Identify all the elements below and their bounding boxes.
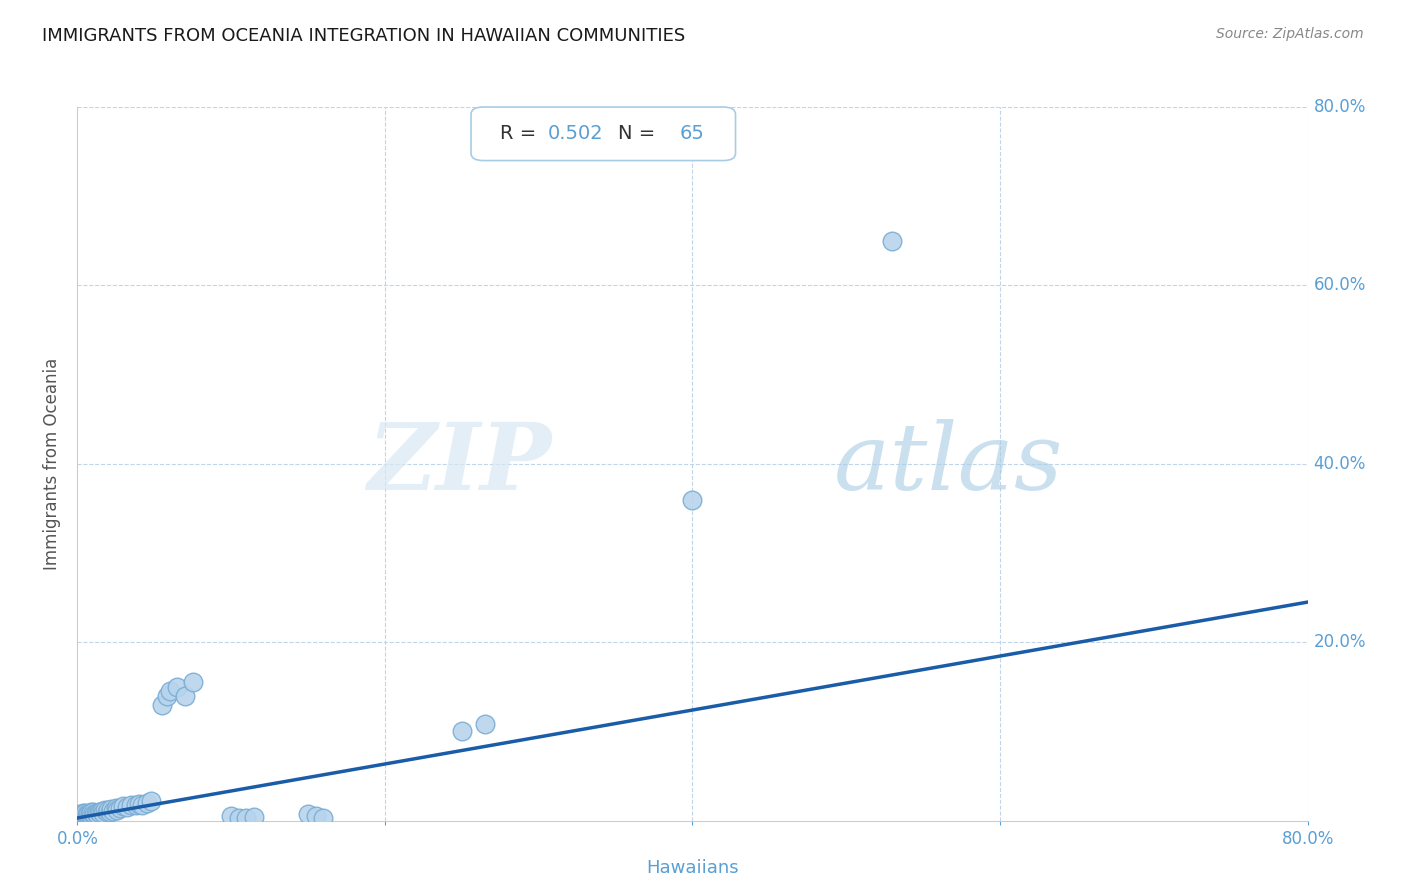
- Text: 20.0%: 20.0%: [1313, 633, 1367, 651]
- Point: [70, 811, 93, 825]
- Point: [70, 806, 93, 821]
- Point: [141, 794, 163, 808]
- Point: [80, 808, 103, 822]
- Text: N =: N =: [619, 124, 655, 144]
- Point: [76, 807, 98, 822]
- Point: [69, 807, 91, 822]
- Point: [312, 811, 335, 825]
- Point: [174, 689, 197, 703]
- Point: [125, 798, 148, 813]
- Point: [115, 800, 138, 814]
- Point: [89, 805, 111, 820]
- Point: [128, 797, 150, 811]
- Point: [73, 805, 96, 820]
- Point: [155, 689, 177, 703]
- Point: [67, 811, 90, 825]
- Point: [305, 809, 328, 823]
- Point: [79, 805, 101, 820]
- Text: IMMIGRANTS FROM OCEANIA INTEGRATION IN HAWAIIAN COMMUNITIES: IMMIGRANTS FROM OCEANIA INTEGRATION IN H…: [42, 27, 686, 45]
- Point: [73, 810, 96, 824]
- Point: [98, 805, 121, 819]
- Point: [83, 806, 105, 821]
- Point: [97, 803, 120, 817]
- Text: atlas: atlas: [834, 419, 1063, 508]
- Point: [77, 806, 100, 821]
- Point: [228, 811, 250, 825]
- Point: [297, 807, 319, 822]
- Point: [166, 680, 188, 694]
- Point: [159, 684, 181, 698]
- Point: [450, 724, 472, 739]
- Point: [73, 808, 96, 822]
- Point: [243, 810, 266, 824]
- Text: Source: ZipAtlas.com: Source: ZipAtlas.com: [1216, 27, 1364, 41]
- Point: [110, 801, 132, 815]
- Point: [93, 805, 115, 820]
- Y-axis label: Immigrants from Oceania: Immigrants from Oceania: [44, 358, 62, 570]
- Point: [72, 808, 94, 822]
- Point: [87, 805, 110, 819]
- Point: [101, 804, 124, 818]
- Text: ZIP: ZIP: [367, 419, 551, 508]
- Point: [105, 803, 128, 817]
- Point: [72, 805, 94, 820]
- Text: 40.0%: 40.0%: [1313, 455, 1367, 473]
- FancyBboxPatch shape: [471, 107, 735, 161]
- Point: [135, 796, 157, 810]
- Point: [100, 802, 122, 816]
- Point: [77, 809, 100, 823]
- Point: [86, 806, 108, 821]
- Point: [882, 234, 904, 248]
- Point: [82, 807, 104, 822]
- Point: [72, 810, 94, 824]
- Point: [69, 809, 91, 823]
- Point: [181, 675, 204, 690]
- Point: [82, 805, 104, 819]
- Text: 65: 65: [681, 124, 704, 144]
- Point: [76, 809, 98, 823]
- Point: [219, 809, 242, 823]
- Point: [94, 803, 117, 817]
- Point: [131, 797, 153, 812]
- Point: [84, 805, 107, 820]
- Point: [120, 797, 142, 812]
- Point: [474, 717, 496, 731]
- Point: [90, 804, 114, 818]
- Point: [70, 809, 93, 823]
- Text: 60.0%: 60.0%: [1313, 277, 1367, 294]
- X-axis label: Hawaiians: Hawaiians: [647, 859, 738, 877]
- Point: [235, 811, 257, 825]
- Point: [104, 801, 127, 815]
- Point: [112, 799, 135, 814]
- Point: [682, 492, 704, 507]
- Point: [96, 805, 118, 819]
- Point: [80, 805, 103, 819]
- Point: [67, 809, 90, 823]
- Text: R =: R =: [499, 124, 536, 144]
- Text: 0.502: 0.502: [548, 124, 603, 144]
- Point: [150, 698, 173, 712]
- Point: [69, 811, 91, 825]
- Point: [79, 808, 101, 822]
- Text: 80.0%: 80.0%: [1313, 98, 1367, 116]
